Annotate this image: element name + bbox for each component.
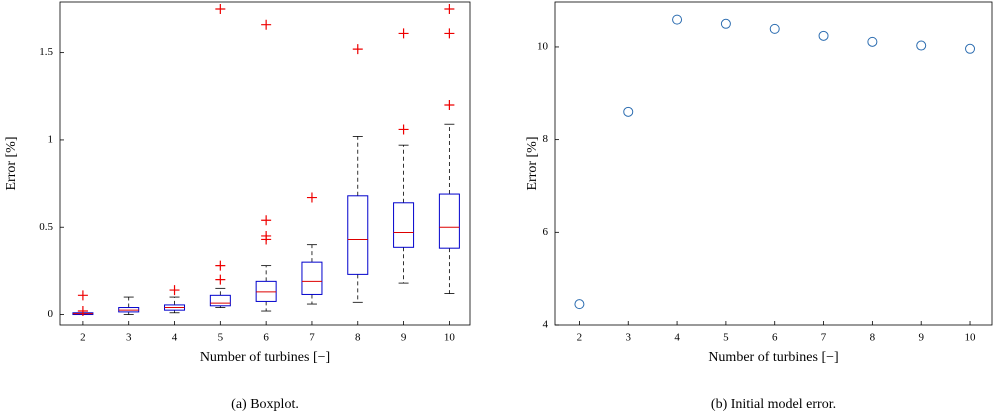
plot-frame bbox=[59, 1, 471, 326]
y-tick-label: 4 bbox=[543, 319, 549, 331]
outlier bbox=[169, 285, 180, 296]
y-tick-label: 0.5 bbox=[39, 221, 53, 233]
x-axis-label: Number of turbines [−] bbox=[200, 350, 330, 365]
x-tick-label: 4 bbox=[172, 332, 178, 344]
box bbox=[301, 261, 323, 295]
outlier bbox=[444, 3, 455, 14]
x-tick-label: 3 bbox=[126, 332, 132, 344]
point bbox=[720, 18, 731, 29]
x-tick-label: 6 bbox=[263, 332, 269, 344]
x-tick-label: 8 bbox=[870, 332, 876, 344]
x-tick-label: 8 bbox=[355, 332, 361, 344]
outlier bbox=[261, 215, 272, 226]
x-axis-label: Number of turbines [−] bbox=[708, 350, 838, 365]
x-tick-label: 9 bbox=[401, 332, 407, 344]
point bbox=[916, 40, 927, 51]
x-tick-label: 2 bbox=[80, 332, 86, 344]
x-tick-label: 4 bbox=[674, 332, 680, 344]
outlier bbox=[352, 44, 363, 55]
x-tick-label: 9 bbox=[918, 332, 924, 344]
point bbox=[867, 36, 878, 47]
point bbox=[965, 43, 976, 54]
x-tick-label: 5 bbox=[218, 332, 224, 344]
x-tick-label: 7 bbox=[309, 332, 315, 344]
box bbox=[393, 202, 415, 248]
point bbox=[574, 299, 585, 310]
outlier bbox=[215, 3, 226, 14]
x-tick-label: 3 bbox=[625, 332, 631, 344]
caption: (a) Boxplot. bbox=[231, 397, 299, 412]
outlier bbox=[398, 28, 409, 39]
y-tick-label: 6 bbox=[543, 226, 549, 238]
x-tick-label: 10 bbox=[965, 332, 977, 344]
outlier bbox=[398, 124, 409, 135]
outlier bbox=[261, 19, 272, 30]
outlier bbox=[215, 274, 226, 285]
point bbox=[818, 30, 829, 41]
x-tick-label: 2 bbox=[577, 332, 583, 344]
plot-frame bbox=[554, 1, 993, 326]
y-tick-label: 8 bbox=[543, 133, 549, 145]
y-tick-label: 10 bbox=[537, 40, 549, 52]
caption: (b) Initial model error. bbox=[711, 397, 836, 412]
outlier bbox=[215, 260, 226, 271]
outlier bbox=[261, 230, 272, 241]
outlier bbox=[444, 100, 455, 111]
x-tick-label: 5 bbox=[723, 332, 729, 344]
y-tick-label: 1 bbox=[48, 133, 54, 145]
box bbox=[209, 294, 231, 307]
x-tick-label: 10 bbox=[444, 332, 456, 344]
y-axis-label: Error [%] bbox=[4, 136, 19, 190]
point bbox=[769, 23, 780, 34]
outlier bbox=[306, 192, 317, 203]
y-tick-label: 1.5 bbox=[39, 46, 53, 58]
outlier bbox=[77, 306, 88, 317]
box bbox=[438, 193, 460, 249]
y-axis-label: Error [%] bbox=[525, 136, 540, 190]
x-tick-label: 7 bbox=[821, 332, 827, 344]
y-tick-label: 0 bbox=[48, 308, 54, 320]
x-tick-label: 6 bbox=[772, 332, 778, 344]
point bbox=[623, 106, 634, 117]
point bbox=[672, 14, 683, 25]
box bbox=[347, 195, 369, 275]
outlier bbox=[444, 28, 455, 39]
outlier bbox=[77, 290, 88, 301]
